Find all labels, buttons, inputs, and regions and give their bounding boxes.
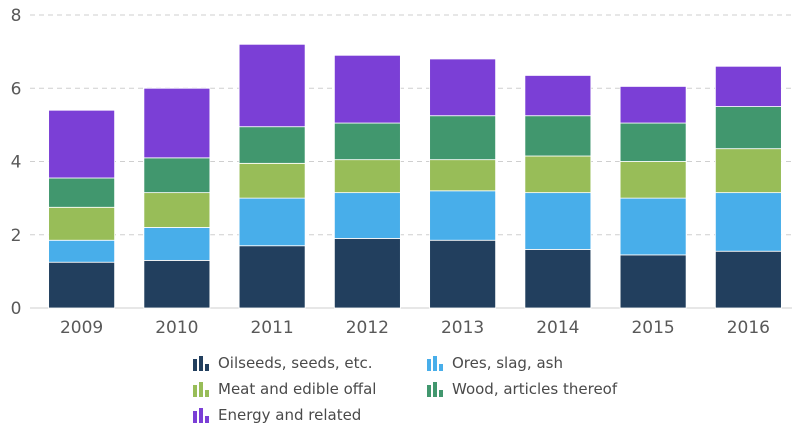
y-tick-label: 0 <box>11 299 22 319</box>
legend-item-meat[interactable]: Meat and edible offal <box>192 378 426 400</box>
x-tick-label: 2016 <box>727 318 770 338</box>
x-tick-label: 2010 <box>155 318 198 338</box>
bar-segment[interactable] <box>524 75 592 117</box>
legend: Oilseeds, seeds, etc. Ores, slag, ash Me… <box>192 352 662 426</box>
x-axis: 2009 2010 2011 2012 2013 2014 2015 2016 <box>60 318 770 338</box>
stacked-bar-chart: 0 2 4 6 8 2009 2010 2011 2012 2013 2014 2015 2016 <box>11 6 792 338</box>
bar-segment[interactable] <box>238 162 306 199</box>
y-tick-label: 6 <box>11 79 22 99</box>
legend-item-ores[interactable]: Ores, slag, ash <box>426 352 656 374</box>
bar-segment[interactable] <box>48 177 116 208</box>
bar-segment[interactable] <box>143 157 211 194</box>
bar-segment[interactable] <box>429 239 497 309</box>
bar-segment[interactable] <box>429 190 497 241</box>
bar-segment[interactable] <box>714 148 782 194</box>
bar-segment[interactable] <box>714 106 782 150</box>
legend-item-wood[interactable]: Wood, articles thereof <box>426 378 656 400</box>
bar-chart-icon <box>193 382 209 397</box>
bar-segment[interactable] <box>524 115 592 157</box>
bar-segment[interactable] <box>143 259 211 309</box>
bar-segment[interactable] <box>619 122 687 162</box>
legend-label: Wood, articles thereof <box>452 380 618 398</box>
y-tick-label: 8 <box>11 6 22 26</box>
bar-segment[interactable] <box>238 197 306 247</box>
bar-segment[interactable] <box>619 86 687 124</box>
bar-segment[interactable] <box>714 250 782 309</box>
bar-segment[interactable] <box>48 109 116 179</box>
bar-segment[interactable] <box>333 159 401 194</box>
bar-segment[interactable] <box>48 261 116 309</box>
bar-segment[interactable] <box>714 65 782 107</box>
bar-segment[interactable] <box>429 115 497 161</box>
legend-label: Ores, slag, ash <box>452 354 563 372</box>
bar-segment[interactable] <box>333 238 401 309</box>
bar-segment[interactable] <box>333 192 401 239</box>
bar-segment[interactable] <box>143 192 211 228</box>
bar-chart-icon <box>193 408 209 423</box>
bar-chart-icon <box>193 356 209 371</box>
x-tick-label: 2009 <box>60 318 103 338</box>
bar-segment[interactable] <box>524 192 592 250</box>
bar-segment[interactable] <box>238 126 306 164</box>
bar-segment[interactable] <box>238 43 306 128</box>
bar-segment[interactable] <box>143 87 211 159</box>
bar-segment[interactable] <box>48 239 116 263</box>
legend-label: Oilseeds, seeds, etc. <box>218 354 373 372</box>
y-tick-label: 4 <box>11 153 22 173</box>
bars <box>48 43 782 309</box>
bar-segment[interactable] <box>48 206 116 241</box>
x-tick-label: 2015 <box>631 318 674 338</box>
x-tick-label: 2013 <box>441 318 484 338</box>
legend-item-oilseeds[interactable]: Oilseeds, seeds, etc. <box>192 352 426 374</box>
bar-segment[interactable] <box>429 159 497 192</box>
legend-label: Meat and edible offal <box>218 380 377 398</box>
x-tick-label: 2011 <box>250 318 293 338</box>
bar-segment[interactable] <box>714 192 782 252</box>
bar-chart-icon <box>427 356 443 371</box>
bar-segment[interactable] <box>524 155 592 194</box>
legend-item-energy[interactable]: Energy and related <box>192 404 426 426</box>
x-tick-label: 2014 <box>536 318 579 338</box>
bar-segment[interactable] <box>238 245 306 309</box>
bar-segment[interactable] <box>143 227 211 261</box>
bar-segment[interactable] <box>619 161 687 199</box>
bar-segment[interactable] <box>333 122 401 161</box>
x-tick-label: 2012 <box>346 318 389 338</box>
bar-chart-icon <box>427 382 443 397</box>
bar-segment[interactable] <box>619 197 687 256</box>
bar-segment[interactable] <box>333 54 401 124</box>
legend-label: Energy and related <box>218 406 362 424</box>
bar-segment[interactable] <box>619 254 687 309</box>
y-tick-label: 2 <box>11 226 22 246</box>
y-axis: 0 2 4 6 8 <box>11 6 22 319</box>
bar-segment[interactable] <box>524 248 592 309</box>
bar-segment[interactable] <box>429 58 497 117</box>
